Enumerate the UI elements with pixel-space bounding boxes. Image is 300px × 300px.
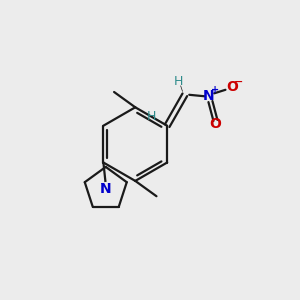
Text: O: O bbox=[209, 117, 221, 131]
Text: O: O bbox=[226, 80, 238, 94]
Text: H: H bbox=[146, 110, 156, 123]
Text: H: H bbox=[174, 75, 183, 88]
Text: N: N bbox=[100, 182, 112, 196]
Text: N: N bbox=[203, 89, 215, 103]
Text: +: + bbox=[212, 85, 220, 95]
Text: −: − bbox=[234, 77, 243, 87]
Text: N: N bbox=[100, 182, 112, 196]
